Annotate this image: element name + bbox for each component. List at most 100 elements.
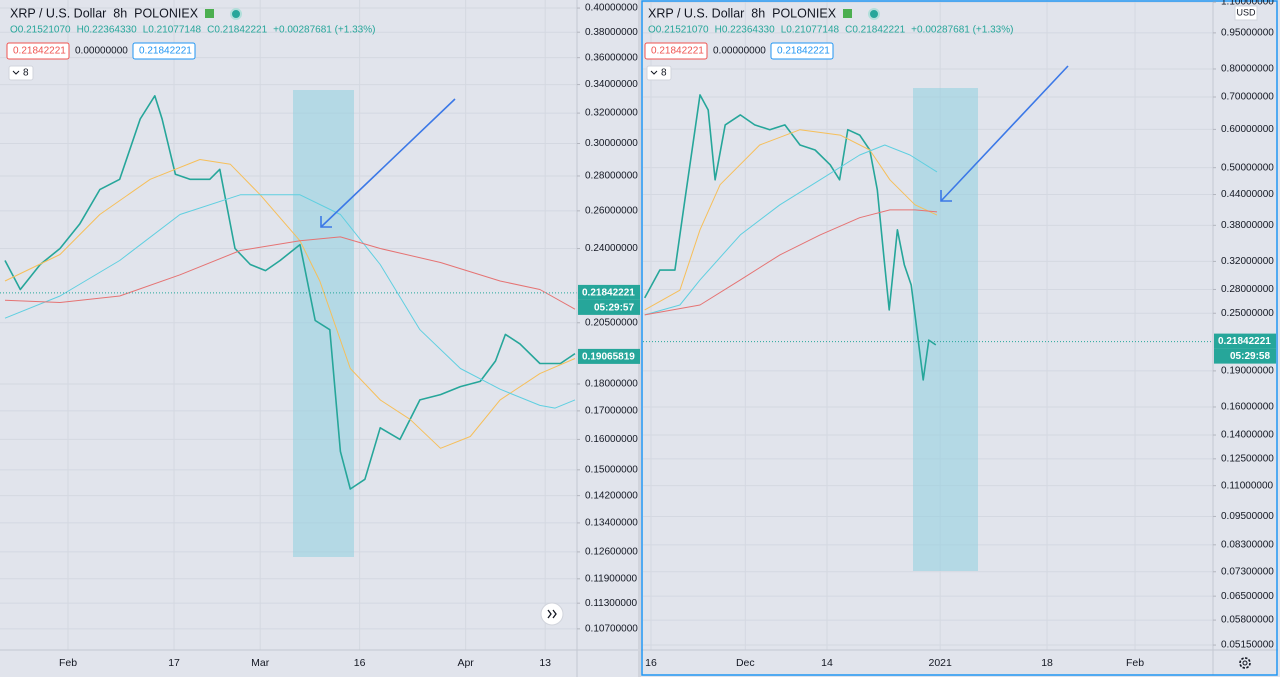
moving-average [4,236,576,310]
indicator-box [644,42,708,60]
y-tick-label: 0.15000000 [585,464,638,475]
price-label: 0.21842221 [582,288,635,299]
flag-icon [843,9,852,18]
chevron [12,70,20,75]
chart-title: XRP / U.S. Dollar 8h POLONIEX [10,6,199,20]
y-tick-label: 0.14200000 [585,490,638,501]
highlight-zone [293,90,354,557]
y-tick-label: 0.36000000 [585,52,638,63]
ohlc-value: H0.22364330 [715,25,775,36]
x-tick-label: 18 [1041,657,1053,669]
y-tick-label: 1.10000000 [1221,0,1274,8]
y-tick-label: 0.05150000 [1221,640,1274,651]
x-tick-label: Dec [736,657,755,669]
button-icon [547,609,552,619]
x-tick-label: Apr [457,657,474,669]
y-tick-label: 0.12600000 [585,547,638,558]
y-tick-label: 0.16000000 [585,434,638,445]
y-tick-label: 0.38000000 [585,27,638,38]
x-tick-label: 17 [168,657,180,669]
y-tick-label: 0.44000000 [1221,189,1274,200]
ohlc-value: O0.21521070 [10,25,71,36]
currency-label: USD [1236,7,1256,17]
indicator-count: 8 [23,68,29,79]
arrow-shaft [940,65,1069,202]
chart-title: XRP / U.S. Dollar 8h POLONIEX [648,6,837,20]
y-tick-label: 0.11900000 [585,573,638,584]
y-tick-label: 0.28000000 [585,171,638,182]
indicator-toggle[interactable] [8,65,34,81]
y-tick-label: 0.11300000 [585,598,638,609]
y-tick-label: 0.32000000 [585,108,638,119]
y-tick-label: 0.34000000 [585,79,638,90]
y-tick-label: 0.06500000 [1221,591,1274,602]
gear-center [1242,660,1248,666]
y-tick-label: 0.09500000 [1221,511,1274,522]
moving-average [4,159,576,449]
flag-icon [205,9,214,18]
ohlc-value: L0.21077148 [781,25,840,36]
label-layer: 0.40000000 0.38000000 0.36000000 0.34000000… [6,0,1276,669]
y-tick-label: 0.80000000 [1221,64,1274,75]
settings-button[interactable] [1239,657,1251,669]
price-label-box [578,348,640,364]
y-tick-label: 0.16000000 [1221,402,1274,413]
chevron [650,70,658,75]
currency-box [1234,5,1258,21]
series-layer [0,94,1213,490]
button-circle[interactable] [540,602,564,626]
countdown-box [578,299,640,315]
arrow-head [320,216,332,228]
moving-average [644,144,938,316]
arrow-head [940,190,952,202]
y-tick-label: 0.17000000 [585,406,638,417]
gear-icon[interactable] [1239,657,1251,669]
indicator-box [770,42,834,60]
y-tick-label: 0.07300000 [1221,566,1274,577]
divider [638,0,641,677]
indicator-value: 0.21842221 [651,46,704,57]
ohlc-value: C0.21842221 [207,25,267,36]
indicator-count: 8 [661,68,667,79]
indicator-value: 0.21842221 [777,46,830,57]
arrow [320,98,456,228]
y-tick-label: 0.18000000 [585,379,638,390]
indicator-box [6,42,70,60]
y-tick-label: 0.24000000 [585,243,638,254]
grid-layer [0,0,1213,650]
y-tick-label: 0.05800000 [1221,615,1274,626]
y-tick-label: 0.40000000 [585,3,638,14]
x-tick-label: Feb [1126,657,1144,669]
y-tick-label: 0.30000000 [585,138,638,149]
ohlc-value: O0.21521070 [648,25,709,36]
status-dot [230,8,242,20]
moving-average [644,129,938,311]
y-tick-label: 0.13400000 [585,518,638,529]
y-tick-label: 0.11000000 [1221,480,1274,491]
y-tick-label: 0.32000000 [1221,256,1274,267]
scroll-right-button[interactable] [540,602,564,626]
y-tick-label: 0.20500000 [585,317,638,328]
price-label: 0.21842221 [1218,336,1271,347]
price-label-box [1214,333,1276,349]
y-tick-label: 0.50000000 [1221,162,1274,173]
x-tick-label: 13 [539,657,551,669]
y-tick-label: 0.10700000 [585,623,638,634]
price-line [643,94,937,381]
y-tick-label: 0.26000000 [585,206,638,217]
y-tick-label: 0.60000000 [1221,124,1274,135]
y-tick-label: 0.12500000 [1221,453,1274,464]
price-axis-bg [577,0,638,650]
arrow-shaft [320,98,456,228]
button-icon [552,609,557,619]
x-tick-label: 16 [645,657,657,669]
price-line [4,95,576,490]
moving-average [644,209,938,316]
price-label-box [578,284,640,300]
price-label: 0.19065819 [582,352,635,363]
indicator-toggle[interactable] [646,65,672,81]
active-panel-border [641,0,1278,676]
indicator-value: 0.21842221 [13,46,66,57]
y-tick-label: 0.95000000 [1221,28,1274,39]
